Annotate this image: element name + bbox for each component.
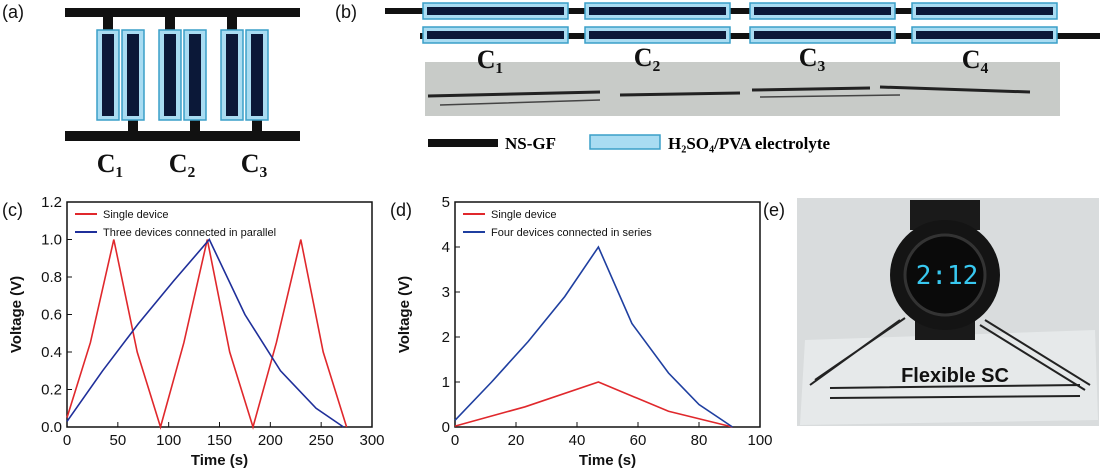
photo-caption: Flexible SC [901, 365, 1009, 387]
panel-label: (a) [2, 2, 24, 22]
y-tick-label: 1.0 [41, 232, 62, 249]
legend-label: Three devices connected in parallel [103, 227, 276, 239]
y-tick-label: 0.0 [41, 419, 62, 436]
stem [252, 118, 262, 132]
schematic-a [65, 8, 300, 141]
electrode-core [226, 34, 238, 116]
electrode-core [916, 7, 1053, 15]
stem [165, 17, 175, 31]
schematic-b [385, 2, 1100, 150]
electrode-core [189, 34, 201, 116]
watch-display: 2:12 [916, 261, 979, 291]
electrode-core [127, 34, 139, 116]
panel-label: (b) [335, 2, 357, 22]
electrode-core [427, 31, 564, 39]
legend-label: H₂SO₄/PVA electrolyte [668, 134, 831, 153]
device-label: C₁ [477, 45, 504, 74]
electrode-core [916, 31, 1053, 39]
series-line [66, 239, 348, 430]
y-axis-title: Voltage (V) [8, 276, 25, 353]
y-axis-title: Voltage (V) [396, 276, 413, 353]
x-tick-label: 40 [569, 432, 586, 449]
stem [190, 118, 200, 132]
x-axis-title: Time (s) [191, 452, 248, 469]
y-tick-label: 5 [442, 194, 450, 211]
x-tick-label: 300 [359, 432, 384, 449]
y-tick-label: 0.4 [41, 344, 62, 361]
electrode-core [589, 7, 726, 15]
legend-label: Single device [103, 209, 168, 221]
electrode-core [754, 7, 891, 15]
electrode-core [427, 7, 564, 15]
panel-label: (c) [2, 200, 23, 220]
x-tick-label: 80 [691, 432, 708, 449]
electrode-core [589, 31, 726, 39]
electrode-core [251, 34, 263, 116]
device-label: C₃ [241, 149, 268, 178]
device-label: C₂ [169, 149, 196, 178]
x-tick-label: 100 [156, 432, 181, 449]
y-tick-label: 4 [442, 239, 450, 256]
legend-label: NS-GF [505, 134, 556, 153]
x-tick-label: 250 [309, 432, 334, 449]
x-tick-label: 0 [63, 432, 71, 449]
photo [797, 198, 1099, 426]
y-tick-label: 0.6 [41, 307, 62, 324]
panel-label: (e) [763, 200, 785, 220]
y-tick-label: 0.8 [41, 269, 62, 286]
stem [103, 17, 113, 31]
y-tick-label: 2 [442, 329, 450, 346]
plot-frame [454, 201, 761, 428]
device-label: C₁ [97, 149, 124, 178]
x-tick-label: 60 [630, 432, 647, 449]
x-axis-title: Time (s) [579, 452, 636, 469]
electrode-core [754, 31, 891, 39]
x-tick-label: 200 [258, 432, 283, 449]
device-label: C₄ [962, 45, 989, 74]
y-tick-label: 0 [442, 419, 450, 436]
series-line [66, 238, 344, 428]
y-tick-label: 1 [442, 374, 450, 391]
stem [227, 17, 237, 31]
stem [128, 118, 138, 132]
y-tick-label: 1.2 [41, 194, 62, 211]
y-tick-label: 0.2 [41, 382, 62, 399]
y-tick-label: 3 [442, 284, 450, 301]
panel-label: (d) [390, 200, 412, 220]
device-label: C₃ [799, 43, 826, 72]
electrode-core [102, 34, 114, 116]
legend-label: Four devices connected in series [491, 227, 652, 239]
device-label: C₂ [634, 43, 661, 72]
x-tick-label: 150 [207, 432, 232, 449]
x-tick-label: 0 [451, 432, 459, 449]
electrode-core [164, 34, 176, 116]
x-tick-label: 20 [508, 432, 525, 449]
series-line [454, 245, 733, 428]
x-tick-label: 100 [747, 432, 772, 449]
series-line [454, 381, 733, 428]
legend-label: Single device [491, 209, 556, 221]
x-tick-label: 50 [109, 432, 126, 449]
